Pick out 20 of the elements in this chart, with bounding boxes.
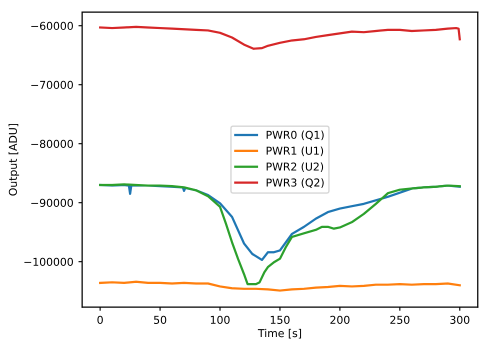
y-tick-label: −100000 <box>24 258 73 266</box>
x-tick-label: 200 <box>330 316 350 324</box>
y-tick-label: −90000 <box>31 198 73 207</box>
x-tick-label: 150 <box>270 316 290 324</box>
x-tick-label: 0 <box>97 316 103 324</box>
legend-label: PWR2 (U2) <box>266 162 324 172</box>
x-tick-label: 100 <box>210 316 230 324</box>
legend-label: PWR0 (Q1) <box>266 130 324 140</box>
x-tick-label: 300 <box>450 316 470 324</box>
y-axis-title: Output [ADU] <box>8 124 20 196</box>
y-tick-label: −80000 <box>31 140 73 148</box>
x-tick-label: 50 <box>154 316 166 324</box>
y-tick-label: −60000 <box>31 22 73 30</box>
line-series <box>99 280 461 292</box>
legend-label: PWR1 (U1) <box>266 146 324 156</box>
legend-label: PWR3 (Q2) <box>266 178 324 188</box>
x-axis-title: Time [s] <box>258 328 302 338</box>
x-tick-label: 250 <box>390 316 410 324</box>
line-series <box>99 26 461 50</box>
y-tick-label: −70000 <box>31 80 73 89</box>
